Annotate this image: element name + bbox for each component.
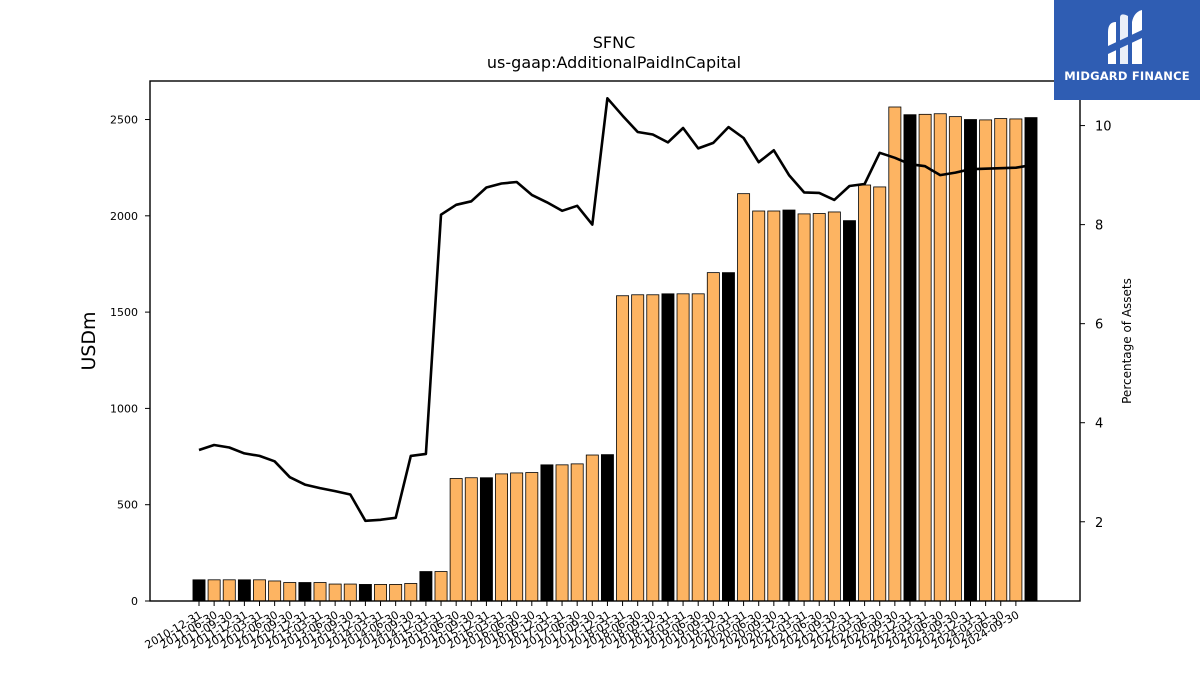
bar-1 [207,579,221,602]
bar-19 [479,477,493,602]
bar-38 [767,210,781,602]
bar-11 [358,584,372,602]
y-tick-label-0: 0 [131,595,138,608]
y-axis-left: 0 500 1000 1500 2000 2500 [110,114,150,608]
y-tick-label-4: 2000 [110,210,138,223]
bar-49 [933,113,947,602]
bar-27 [600,454,614,602]
bar-53 [994,118,1008,602]
bar-41 [812,213,826,602]
logo-text: MIDGARD FINANCE [1064,69,1190,83]
y2-tick-label-2: 6 [1095,318,1103,333]
y-tick-label-5: 2500 [110,114,138,127]
pct-assets-line [198,97,1032,523]
bar-33 [691,293,705,602]
bar-5 [268,580,282,602]
bar-24 [555,464,569,602]
bar-43 [843,220,856,602]
bar-55 [1024,117,1038,602]
bar-54 [1009,118,1023,602]
line-group [198,97,1032,523]
bar-13 [389,584,403,602]
bar-25 [570,463,584,602]
bar-22 [525,472,539,602]
y2-tick-label-4: 10 [1095,120,1112,135]
bar-10 [343,583,357,602]
bar-14 [404,583,418,602]
bar-23 [540,464,554,602]
bar-44 [858,184,872,602]
bar-29 [631,294,645,602]
bar-0 [192,579,206,602]
bar-50 [948,116,962,602]
y2-tick-label-0: 2 [1095,516,1103,531]
bar-28 [616,295,630,602]
y-tick-label-3: 1500 [110,306,138,319]
bar-46 [888,106,902,602]
bar-3 [237,579,251,602]
bar-21 [510,472,524,602]
bar-42 [827,211,841,602]
y2-tick-label-3: 8 [1095,219,1103,234]
bar-35 [722,272,735,602]
bar-34 [706,272,720,602]
logo-icon [1108,10,1142,64]
bar-40 [797,213,811,602]
bar-37 [752,210,766,602]
bar-17 [449,478,463,602]
bar-6 [283,582,297,602]
bar-30 [646,294,660,602]
bar-45 [873,186,887,602]
bar-4 [253,579,266,602]
y-tick-label-2: 1000 [110,402,138,415]
bar-16 [434,571,448,602]
bar-9 [328,583,342,602]
plot-frame [149,80,1081,602]
bar-15 [419,571,433,602]
chart-title: SFNC [593,33,636,52]
bar-51 [964,119,977,602]
y-axis-label: USDm [78,311,100,370]
bar-31 [661,293,675,602]
bar-7 [298,582,312,602]
bar-2 [222,579,236,602]
bar-52 [979,119,993,602]
bar-48 [918,113,932,602]
bar-47 [903,114,917,602]
y2-axis-label: Percentage of Assets [1120,278,1134,404]
logo-badge: MIDGARD FINANCE [1054,0,1200,100]
bar-18 [464,477,478,602]
bar-36 [737,193,751,602]
y-axis-right: 2 4 6 8 10 [1080,120,1112,531]
chart-subtitle: us-gaap:AdditionalPaidInCapital [487,53,741,72]
x-axis: 2010-12-312011-06-302011-09-302011-12-31… [143,601,1021,652]
bar-20 [495,473,508,602]
bar-32 [676,293,690,602]
bar-26 [585,454,599,602]
bar-39 [782,209,796,602]
bar-8 [313,582,327,602]
y-tick-label-1: 500 [117,499,138,512]
y2-tick-label-1: 4 [1095,417,1103,432]
bar-12 [374,584,387,602]
bar-group [192,106,1038,602]
